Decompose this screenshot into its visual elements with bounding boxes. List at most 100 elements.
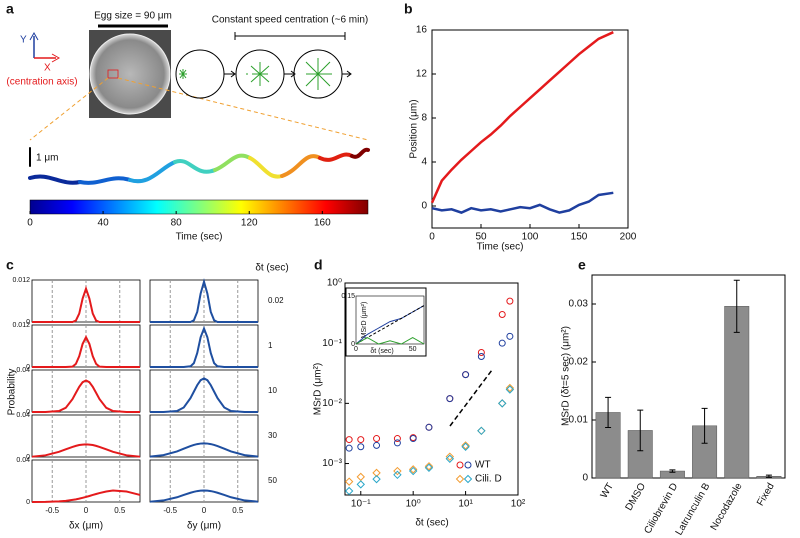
plot-frame <box>431 29 629 229</box>
line <box>31 443 141 458</box>
y-tick-label: 12 <box>416 69 428 80</box>
point <box>345 436 353 444</box>
point <box>424 463 434 472</box>
panel-letter: e <box>578 257 586 273</box>
x-tick-label: 80 <box>171 218 183 229</box>
x-tick-label: 10² <box>511 499 526 510</box>
x-axis-label: δt (sec) <box>370 348 393 355</box>
point <box>356 472 365 482</box>
y-axis-label: Probability <box>7 369 18 416</box>
y-axis-label: MSrD (δt=5 sec) (μm²) <box>561 326 572 426</box>
x-tick-label: 0 <box>202 506 207 515</box>
point <box>445 454 455 463</box>
x-tick-label: 0.5 <box>232 506 244 515</box>
y-axis-label: Position (μm) <box>409 99 420 158</box>
point <box>345 444 353 452</box>
point <box>344 486 354 496</box>
point <box>408 466 418 476</box>
y-tick-label: 0 <box>26 454 30 461</box>
y-tick-label: 0 <box>26 499 30 506</box>
x-axis-label: δx (μm) <box>69 521 103 532</box>
y-tick-label: 0.012 <box>12 277 30 284</box>
point <box>506 332 514 340</box>
point <box>461 441 470 450</box>
panel-letter: a <box>6 1 14 17</box>
x-tick-label: 50 <box>409 346 417 353</box>
point <box>408 465 418 474</box>
panel-letter: c <box>6 257 14 273</box>
point <box>445 452 455 461</box>
line <box>149 442 259 458</box>
line <box>150 377 258 413</box>
x-tick-label: 10⁰ <box>406 499 421 510</box>
y-tick-label: 0.04 <box>16 457 30 464</box>
x-tick-label: -0.5 <box>163 506 177 515</box>
y-tick-label: 0.012 <box>12 322 30 329</box>
y-tick-label: 0.01 <box>569 415 589 426</box>
y-tick-label: 0 <box>421 201 427 212</box>
y-tick-label: 0 <box>26 319 30 326</box>
point <box>446 395 454 403</box>
point <box>409 435 417 443</box>
x-tick-label: 160 <box>314 218 331 229</box>
point <box>461 442 470 451</box>
point <box>505 383 515 393</box>
point <box>506 297 514 305</box>
point <box>425 423 433 431</box>
slope-guide <box>449 369 493 427</box>
legend-marker <box>463 474 473 484</box>
inset-frame <box>345 287 427 357</box>
point <box>372 474 381 484</box>
y-axis-label: MSrD (μm²) <box>313 363 324 415</box>
point <box>477 353 485 361</box>
colorbar <box>29 199 369 215</box>
y-tick-label: 8 <box>421 113 427 124</box>
error-bar <box>701 407 708 444</box>
error-bar <box>637 409 644 452</box>
point <box>393 439 401 447</box>
row-label: 10 <box>268 386 277 395</box>
x-axis-label: Time (sec) <box>477 242 524 253</box>
y-tick-label: 0 <box>26 409 30 416</box>
line <box>32 379 140 413</box>
error-bar <box>765 474 772 478</box>
line <box>431 191 614 214</box>
x-axis-label: Time (sec) <box>176 232 223 243</box>
x-tick-label: 100 <box>522 232 539 243</box>
y-tick-label: 0.15 <box>341 293 355 300</box>
line <box>355 337 425 345</box>
legend-marker <box>464 461 472 469</box>
y-tick-label: 10⁻¹ <box>322 338 342 349</box>
x-axis-label: δy (μm) <box>187 521 221 532</box>
row-label: 30 <box>268 431 277 440</box>
x-tick-label: 0 <box>354 346 358 353</box>
y-tick-label: 4 <box>421 157 427 168</box>
x-tick-label: Nocodazole <box>709 481 745 533</box>
y-tick-label: 0 <box>351 341 355 348</box>
line <box>355 305 425 345</box>
point <box>393 466 402 476</box>
x-axis-label: δt (sec) <box>415 518 448 529</box>
line <box>149 489 259 503</box>
x-tick-label: 50 <box>475 232 487 243</box>
x-tick-label: 150 <box>571 232 588 243</box>
panel-letter: b <box>404 1 413 17</box>
y-tick-label: 10⁻³ <box>322 458 342 469</box>
y-tick-label: 0 <box>26 364 30 371</box>
plot-frame <box>591 274 786 479</box>
label: Constant speed centration (~6 min) <box>212 15 368 26</box>
x-tick-label: DMSO <box>624 481 649 513</box>
y-tick-label: 16 <box>416 25 428 36</box>
x-tick-label: 0 <box>84 506 89 515</box>
x-tick-label: WT <box>599 481 616 500</box>
plot-frame <box>344 282 519 496</box>
x-tick-label: 0.5 <box>114 506 126 515</box>
point <box>373 441 381 449</box>
axis-label: Y <box>20 35 27 46</box>
point <box>393 435 401 443</box>
point <box>356 480 365 489</box>
row-header: δt (sec) <box>255 263 288 274</box>
y-tick-label: 0.02 <box>569 357 589 368</box>
x-tick-label: Latrunculin B <box>674 481 713 537</box>
